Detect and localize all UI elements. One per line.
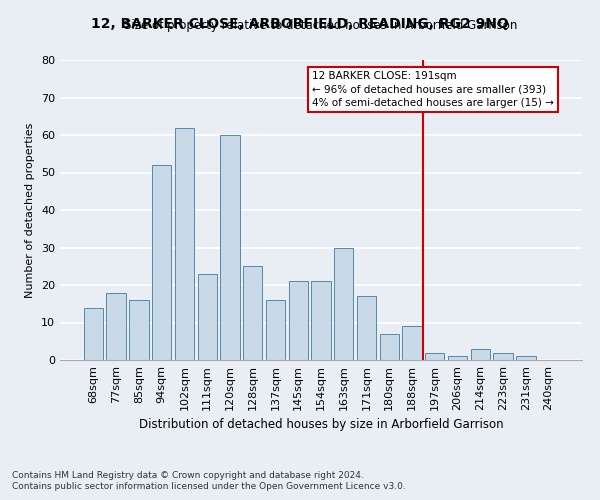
Bar [334,248,353,360]
X-axis label: Distribution of detached houses by size in Arborfield Garrison: Distribution of detached houses by size … [139,418,503,431]
Text: Contains HM Land Registry data © Crown copyright and database right 2024.: Contains HM Land Registry data © Crown c… [12,470,364,480]
Bar [220,135,239,360]
Bar [470,349,490,360]
Text: 12 BARKER CLOSE: 191sqm
← 96% of detached houses are smaller (393)
4% of semi-de: 12 BARKER CLOSE: 191sqm ← 96% of detache… [312,71,554,108]
Bar [266,300,285,360]
Bar [197,274,217,360]
Bar [380,334,399,360]
Bar [357,296,376,360]
Bar [152,165,172,360]
Bar [311,281,331,360]
Bar [425,352,445,360]
Bar [448,356,467,360]
Text: 12, BARKER CLOSE, ARBORFIELD, READING, RG2 9NQ: 12, BARKER CLOSE, ARBORFIELD, READING, R… [91,18,509,32]
Title: Size of property relative to detached houses in Arborfield Garrison: Size of property relative to detached ho… [124,20,518,32]
Bar [516,356,536,360]
Bar [403,326,422,360]
Y-axis label: Number of detached properties: Number of detached properties [25,122,35,298]
Bar [106,292,126,360]
Bar [243,266,262,360]
Bar [493,352,513,360]
Bar [129,300,149,360]
Text: Contains public sector information licensed under the Open Government Licence v3: Contains public sector information licen… [12,482,406,491]
Bar [175,128,194,360]
Bar [84,308,103,360]
Bar [289,281,308,360]
